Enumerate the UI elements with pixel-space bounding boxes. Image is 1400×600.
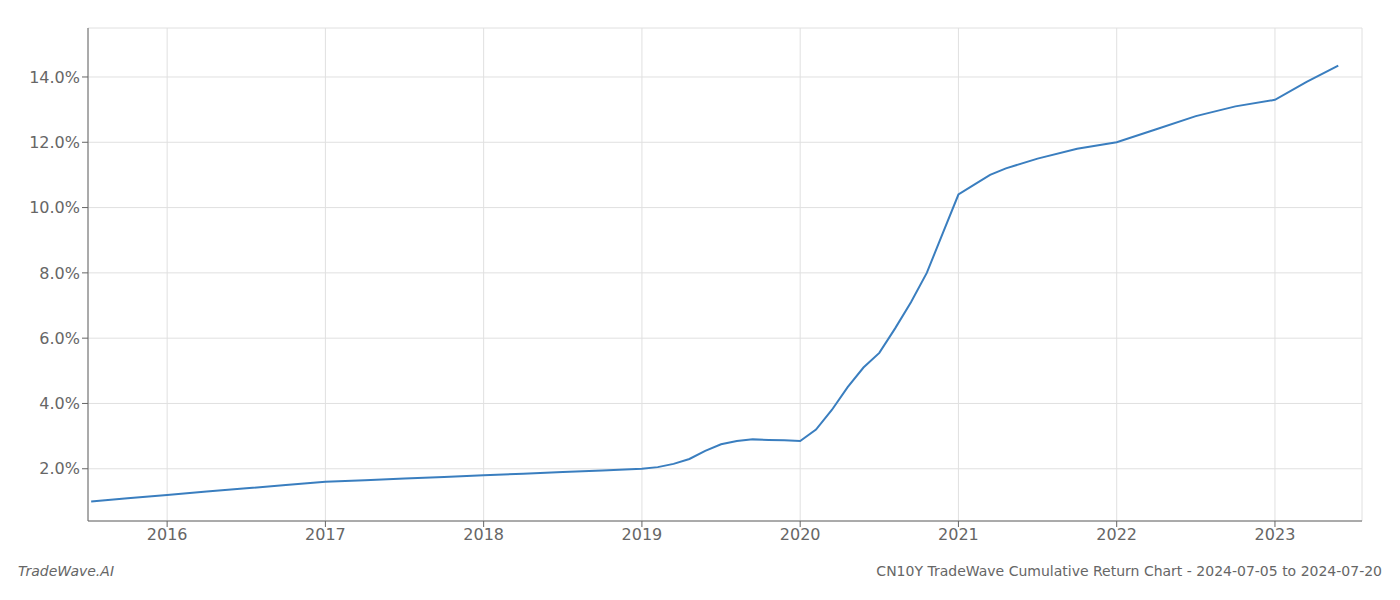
svg-text:4.0%: 4.0% [39, 394, 80, 413]
svg-text:2.0%: 2.0% [39, 459, 80, 478]
svg-text:6.0%: 6.0% [39, 329, 80, 348]
svg-text:2016: 2016 [147, 525, 188, 544]
svg-text:14.0%: 14.0% [29, 68, 80, 87]
svg-text:2017: 2017 [305, 525, 346, 544]
svg-text:10.0%: 10.0% [29, 198, 80, 217]
html-text:TradeWave.AI: TradeWave.AI [18, 563, 114, 579]
html-text:CN10Y TradeWave Cumulative Ret: CN10Y TradeWave Cumulative Return Chart … [876, 563, 1382, 579]
svg-text:2018: 2018 [463, 525, 504, 544]
svg-text:8.0%: 8.0% [39, 264, 80, 283]
svg-text:2022: 2022 [1096, 525, 1137, 544]
svg-text:2021: 2021 [938, 525, 979, 544]
svg-text:12.0%: 12.0% [29, 133, 80, 152]
svg-text:2019: 2019 [622, 525, 663, 544]
svg-text:2023: 2023 [1255, 525, 1296, 544]
svg-text:2020: 2020 [780, 525, 821, 544]
